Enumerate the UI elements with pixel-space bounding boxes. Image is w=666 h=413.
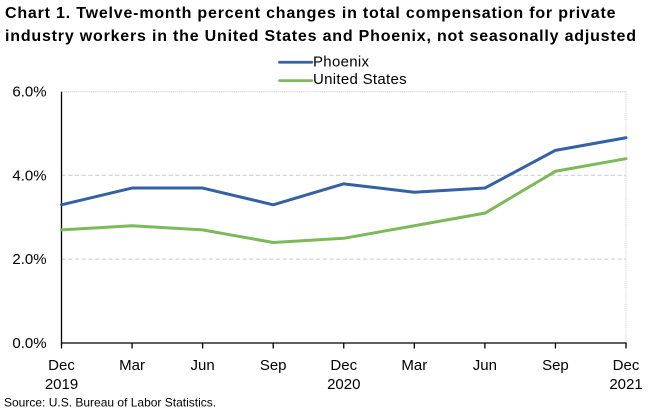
svg-text:Sep: Sep bbox=[542, 357, 569, 374]
svg-text:6.0%: 6.0% bbox=[12, 84, 46, 101]
svg-text:Dec: Dec bbox=[330, 357, 357, 374]
svg-text:4.0%: 4.0% bbox=[12, 167, 46, 184]
svg-text:Dec: Dec bbox=[48, 357, 75, 374]
svg-text:Sep: Sep bbox=[260, 357, 287, 374]
svg-text:0.0%: 0.0% bbox=[12, 335, 46, 352]
svg-text:Jun: Jun bbox=[191, 357, 215, 374]
svg-text:Phoenix: Phoenix bbox=[313, 54, 370, 71]
svg-text:2021: 2021 bbox=[609, 376, 642, 393]
svg-text:United States: United States bbox=[313, 71, 407, 88]
svg-text:Mar: Mar bbox=[119, 357, 145, 374]
svg-text:2020: 2020 bbox=[327, 376, 360, 393]
svg-text:Dec: Dec bbox=[613, 357, 640, 374]
svg-text:Jun: Jun bbox=[473, 357, 497, 374]
svg-text:Mar: Mar bbox=[401, 357, 427, 374]
svg-text:2019: 2019 bbox=[45, 376, 78, 393]
svg-text:Source: U.S. Bureau of Labor S: Source: U.S. Bureau of Labor Statistics. bbox=[4, 396, 216, 410]
svg-text:2.0%: 2.0% bbox=[12, 251, 46, 268]
